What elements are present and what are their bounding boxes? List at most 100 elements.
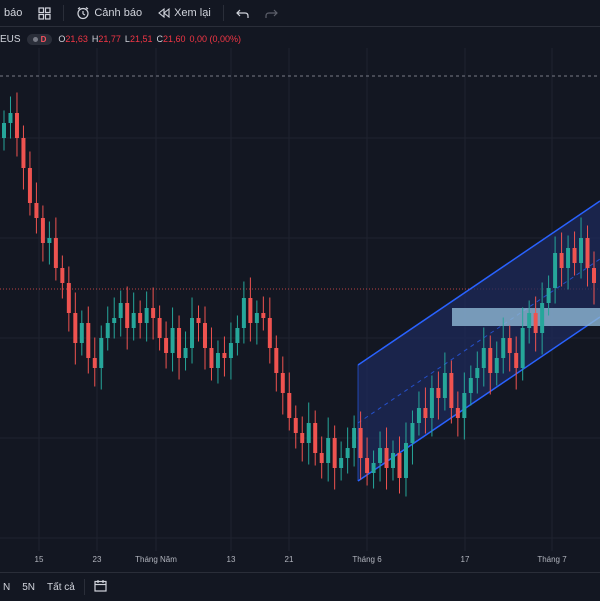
candle-body — [125, 303, 130, 328]
time-tick: Tháng Năm — [135, 555, 177, 564]
candle-body — [423, 408, 428, 418]
candle-body — [403, 443, 408, 478]
change-value: 0,00 (0,00%) — [189, 34, 242, 44]
replay-label: Xem lại — [174, 7, 211, 19]
channel-mid-line — [357, 258, 600, 424]
candle-body — [118, 303, 123, 318]
candle-body — [527, 313, 532, 328]
candle-body — [436, 388, 441, 398]
candle-body — [468, 378, 473, 393]
replay-button[interactable]: Xem lại — [154, 5, 215, 21]
candle-body — [280, 373, 285, 393]
alerts-partial-button[interactable]: báo — [0, 5, 26, 21]
candle-body — [183, 348, 188, 358]
candle-body — [520, 328, 525, 368]
candle-body — [585, 238, 590, 268]
candle-body — [339, 458, 344, 468]
candle-body — [365, 458, 370, 473]
candle-body — [215, 353, 220, 368]
time-tick: 21 — [284, 555, 294, 564]
candle-body — [345, 448, 350, 458]
candle-body — [293, 418, 298, 433]
candle-body — [235, 328, 240, 343]
candle-body — [73, 313, 78, 343]
candle-body — [358, 428, 363, 458]
candle-body — [507, 338, 512, 353]
candle-body — [566, 248, 571, 268]
candle-body — [332, 438, 337, 468]
ohlc-values: O21,63 H21,77 L21,51 C21,60 0,00 (0,00%) — [58, 34, 241, 44]
candle-body — [546, 288, 551, 303]
range-all-button[interactable]: Tất cả — [47, 581, 75, 593]
candle-body — [592, 268, 596, 283]
candle-body — [378, 448, 383, 463]
open-value: 21,63 — [65, 34, 88, 44]
alert-button[interactable]: Cảnh báo — [72, 4, 146, 22]
candle-body — [559, 253, 564, 268]
candle-body — [481, 348, 486, 368]
candle-body — [572, 248, 577, 263]
toolbar-divider — [63, 5, 65, 21]
candle-body — [352, 428, 357, 448]
candle-body — [2, 123, 6, 138]
candle-body — [579, 238, 584, 263]
time-tick: Tháng 7 — [537, 555, 567, 564]
range-5n-button[interactable]: 5N — [22, 581, 36, 593]
candle-body — [47, 238, 52, 243]
candle-body — [462, 393, 467, 418]
candles — [2, 92, 596, 497]
toolbar-divider — [222, 5, 224, 21]
candle-body — [228, 343, 233, 358]
open-key: O — [58, 34, 66, 44]
candle-body — [397, 453, 402, 478]
candle-body — [326, 438, 331, 463]
candle-body — [202, 323, 207, 348]
status-dot-icon — [32, 36, 38, 42]
candle-body — [274, 348, 279, 373]
range-partial-button[interactable]: N — [3, 581, 11, 593]
candle-body — [254, 313, 259, 323]
candle-body — [488, 348, 493, 373]
candle-body — [99, 338, 104, 368]
candle-body — [8, 113, 13, 123]
candle-body — [209, 348, 214, 368]
high-key: H — [91, 34, 99, 44]
candle-body — [455, 408, 460, 418]
candle-body — [151, 308, 156, 318]
candle-body — [66, 283, 71, 313]
candle-body — [170, 328, 175, 353]
interval-badge[interactable]: D — [26, 33, 53, 45]
candle-body — [40, 218, 45, 243]
time-tick: 13 — [226, 555, 236, 564]
time-tick: 23 — [92, 555, 102, 564]
low-value: 21,51 — [129, 34, 153, 44]
calendar-icon — [94, 580, 107, 592]
alarm-clock-icon — [77, 7, 89, 20]
candle-body — [449, 373, 454, 408]
redo-button[interactable] — [261, 6, 282, 21]
resistance-zone[interactable] — [452, 308, 600, 326]
candle-body — [429, 388, 434, 418]
candle-body — [177, 328, 182, 358]
candle-body — [112, 318, 117, 323]
symbol-name[interactable]: EUS — [0, 33, 21, 45]
layout-grid-button[interactable] — [34, 5, 55, 22]
candle-body — [14, 113, 19, 138]
price-chart[interactable] — [0, 48, 600, 551]
bottom-range-bar: N 5N Tất cả — [0, 572, 600, 601]
candle-body — [138, 313, 143, 323]
channel-upper-line — [357, 200, 600, 366]
time-tick: Tháng 6 — [352, 555, 382, 564]
candle-body — [475, 368, 480, 378]
time-axis[interactable]: 15 23 Tháng Năm 13 21 Tháng 6 17 Tháng 7 — [0, 551, 600, 569]
interval-label: D — [40, 34, 47, 44]
date-range-button[interactable] — [91, 577, 110, 597]
candle-body — [34, 203, 39, 218]
candle-body — [131, 313, 136, 328]
candle-body — [157, 318, 162, 338]
candle-body — [384, 448, 389, 468]
candle-body — [501, 338, 506, 358]
alerts-partial-label: báo — [4, 7, 23, 19]
candle-body — [261, 313, 266, 318]
undo-button[interactable] — [232, 6, 253, 21]
